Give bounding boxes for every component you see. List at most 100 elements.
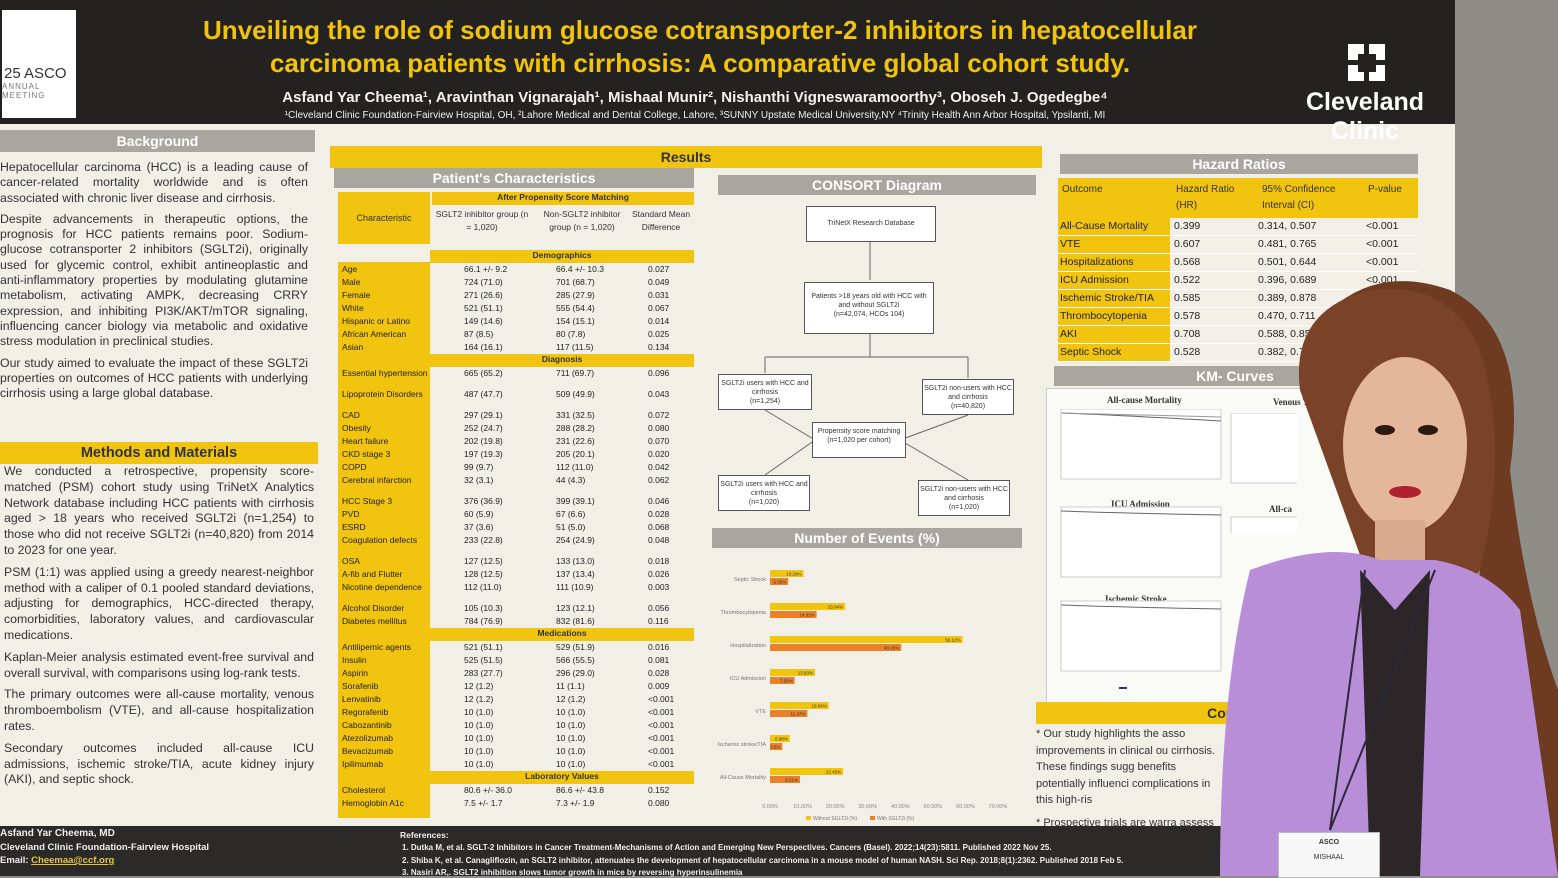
table-cell: 112 (11.0) (464, 582, 502, 592)
title-line-1: Unveiling the role of sodium glucose cot… (203, 15, 1197, 45)
table-row: Thrombocytopenia 0.578 0.470, 0.711 (1058, 308, 1418, 326)
table-row: Regorafenib 10 (1.0) 10 (1.0) <0.001 (338, 706, 694, 719)
table-cell: 66.1 +/- 9.2 (464, 264, 508, 274)
col-sglt2: SGLT2 inhibitor group (n = 1,020) (435, 209, 529, 232)
table-row: Ischemic Stroke/TIA 0.585 0.389, 0.878 (1058, 290, 1418, 308)
table-cell: 80.6 +/- 36.0 (464, 785, 512, 795)
x-tick-label: 70.00% (989, 804, 1008, 810)
table-cell: 0.009 (648, 681, 670, 691)
consort-psm-text: Propensity score matching (817, 428, 901, 435)
table-row: All-Cause Mortality 0.399 0.314, 0.507 <0.0… (1058, 218, 1418, 236)
table-cell: 0.026 (648, 569, 670, 579)
table-row: OSA 127 (12.5) 133 (13.0) 0.018 (338, 555, 694, 568)
name-badge: ASCO MISHAAL (1278, 832, 1380, 878)
table-cell: 197 (19.3) (464, 449, 503, 459)
table-cell: 12 (1.2) (464, 681, 494, 691)
table-cell: 296 (29.0) (556, 668, 595, 678)
table-cell: 0.116 (648, 616, 669, 626)
events-chart: Septic Shock 10.29%5.59% Thrombocytopenia 2… (718, 570, 1008, 822)
refs-heading: References: (400, 830, 449, 840)
x-tick-label: 20.00% (826, 804, 845, 810)
table-cell: 0.031 (648, 290, 670, 300)
table-row: Female 271 (26.6) 285 (27.9) 0.031 (338, 289, 694, 302)
table-cell: <0.001 (648, 759, 675, 769)
bar-value-label: 40.29% (884, 646, 899, 651)
bar-with (770, 710, 808, 717)
consort-users-text: SGLT2i users with HCC and cirrhosis (721, 380, 809, 396)
table-cell: 832 (81.6) (556, 616, 595, 626)
table-cell: 10 (1.0) (464, 707, 494, 717)
methods-text: We conducted a retrospective, propensity… (4, 464, 314, 794)
col-smd: Standard Mean Difference (631, 209, 691, 232)
consort-psm-box: Propensity score matching (n=1,020 per c… (812, 422, 906, 458)
table-cell: 283 (27.7) (464, 668, 503, 678)
table-cell: 399 (39.1) (556, 496, 595, 506)
table-cell: 99 (9.7) (464, 462, 494, 472)
bar-with (770, 611, 817, 618)
table-category: Diagnosis (430, 354, 694, 367)
table-cell: 60 (5.9) (464, 509, 494, 519)
bar-value-label: 13.83% (798, 671, 813, 676)
table-cell: 331 (32.5) (556, 410, 595, 420)
table-cell: 0.708 (1174, 328, 1201, 340)
brand-line-1: Cleveland (1305, 88, 1425, 116)
consort-patients-n: (n=42,074, HCOs 104) (833, 311, 905, 318)
table-cell: 521 (51.1) (464, 642, 503, 652)
table-row: CKD stage 3 197 (19.3) 205 (20.1) 0.020 (338, 448, 694, 461)
table-cell: 0.025 (648, 329, 670, 339)
table-cell: Female (342, 290, 371, 300)
table-cell: ICU Admission (1058, 272, 1170, 289)
table-cell: 0.067 (648, 303, 670, 313)
table-cell: 288 (28.2) (556, 423, 595, 433)
background-p3: Our study aimed to evaluate the impact o… (0, 355, 308, 401)
category-label: Septic Shock (734, 577, 766, 583)
methods-p1: We conducted a retrospective, propensity… (4, 464, 314, 557)
consort-nonusers2-text: SGLT2i non-users with HCC and cirrhosis (920, 486, 1008, 502)
km-plots (1060, 409, 1222, 689)
table-cell: <0.001 (648, 707, 675, 717)
table-row: Hospitalizations 0.568 0.501, 0.644 <0.001 (1058, 254, 1418, 272)
table-cell: VTE (1058, 236, 1170, 253)
table-cell: Heart failure (342, 436, 389, 446)
bar-without (770, 702, 829, 709)
table-cell: 37 (3.6) (464, 522, 494, 532)
footer-email-link[interactable]: Cheemaa@ccf.org (31, 855, 115, 866)
consort-users2-text: SGLT2i users with HCC and cirrhosis (720, 481, 808, 497)
table-cell: <0.001 (1366, 238, 1399, 250)
table-cell: OSA (342, 556, 360, 566)
table-cell: 10 (1.0) (556, 733, 586, 743)
bar-value-label: 7.55% (780, 679, 793, 684)
table-cell: 10 (1.0) (556, 707, 586, 717)
table-row: Age 66.1 +/- 9.2 66.4 +/- 10.3 0.027 (338, 263, 694, 276)
table-row: Lipoprotein Disorders 487 (47.7) 509 (49.9… (338, 388, 694, 409)
bar-with (770, 578, 789, 585)
table-cell: 117 (11.5) (556, 342, 594, 352)
table-cell: Coagulation defects (342, 535, 418, 545)
table-cell: 665 (65.2) (464, 368, 503, 378)
bar-with (770, 677, 795, 684)
table-cell: 51 (5.0) (556, 522, 586, 532)
table-cell: White (342, 303, 364, 313)
methods-p4: The primary outcomes were all-cause mort… (4, 687, 314, 733)
legend-without: Without SGLT2i (%) (813, 816, 857, 822)
badge-org: ASCO (1318, 839, 1340, 846)
bar-value-label: 14.31% (799, 613, 814, 618)
table-cell: Atezolizumab (342, 733, 394, 743)
table-cell: 711 (69.7) (556, 368, 595, 378)
category-label: Hospitalization (730, 643, 766, 649)
table-cell: PVD (342, 509, 360, 519)
presenter-person (1220, 281, 1558, 876)
table-cell: 566 (55.5) (556, 655, 595, 665)
bar-value-label: 11.47% (790, 712, 805, 717)
table-cell: All-Cause Mortality (1058, 218, 1170, 235)
table-cell: 0.607 (1174, 238, 1201, 250)
table-cell: Hemoglobin A1c (342, 798, 404, 808)
cleveland-clinic-wordmark: Cleveland Clinic (1300, 88, 1430, 146)
table-cell: 205 (20.1) (556, 449, 595, 459)
table-cell: 0.056 (648, 603, 670, 613)
table-row: PVD 60 (5.9) 67 (6.6) 0.028 (338, 508, 694, 521)
table-cell: Hispanic or Latino (342, 316, 411, 326)
table-row: Sorafenib 12 (1.2) 11 (1.1) 0.009 (338, 680, 694, 693)
bar-without (770, 768, 844, 775)
characteristic-column-bg (338, 262, 430, 818)
